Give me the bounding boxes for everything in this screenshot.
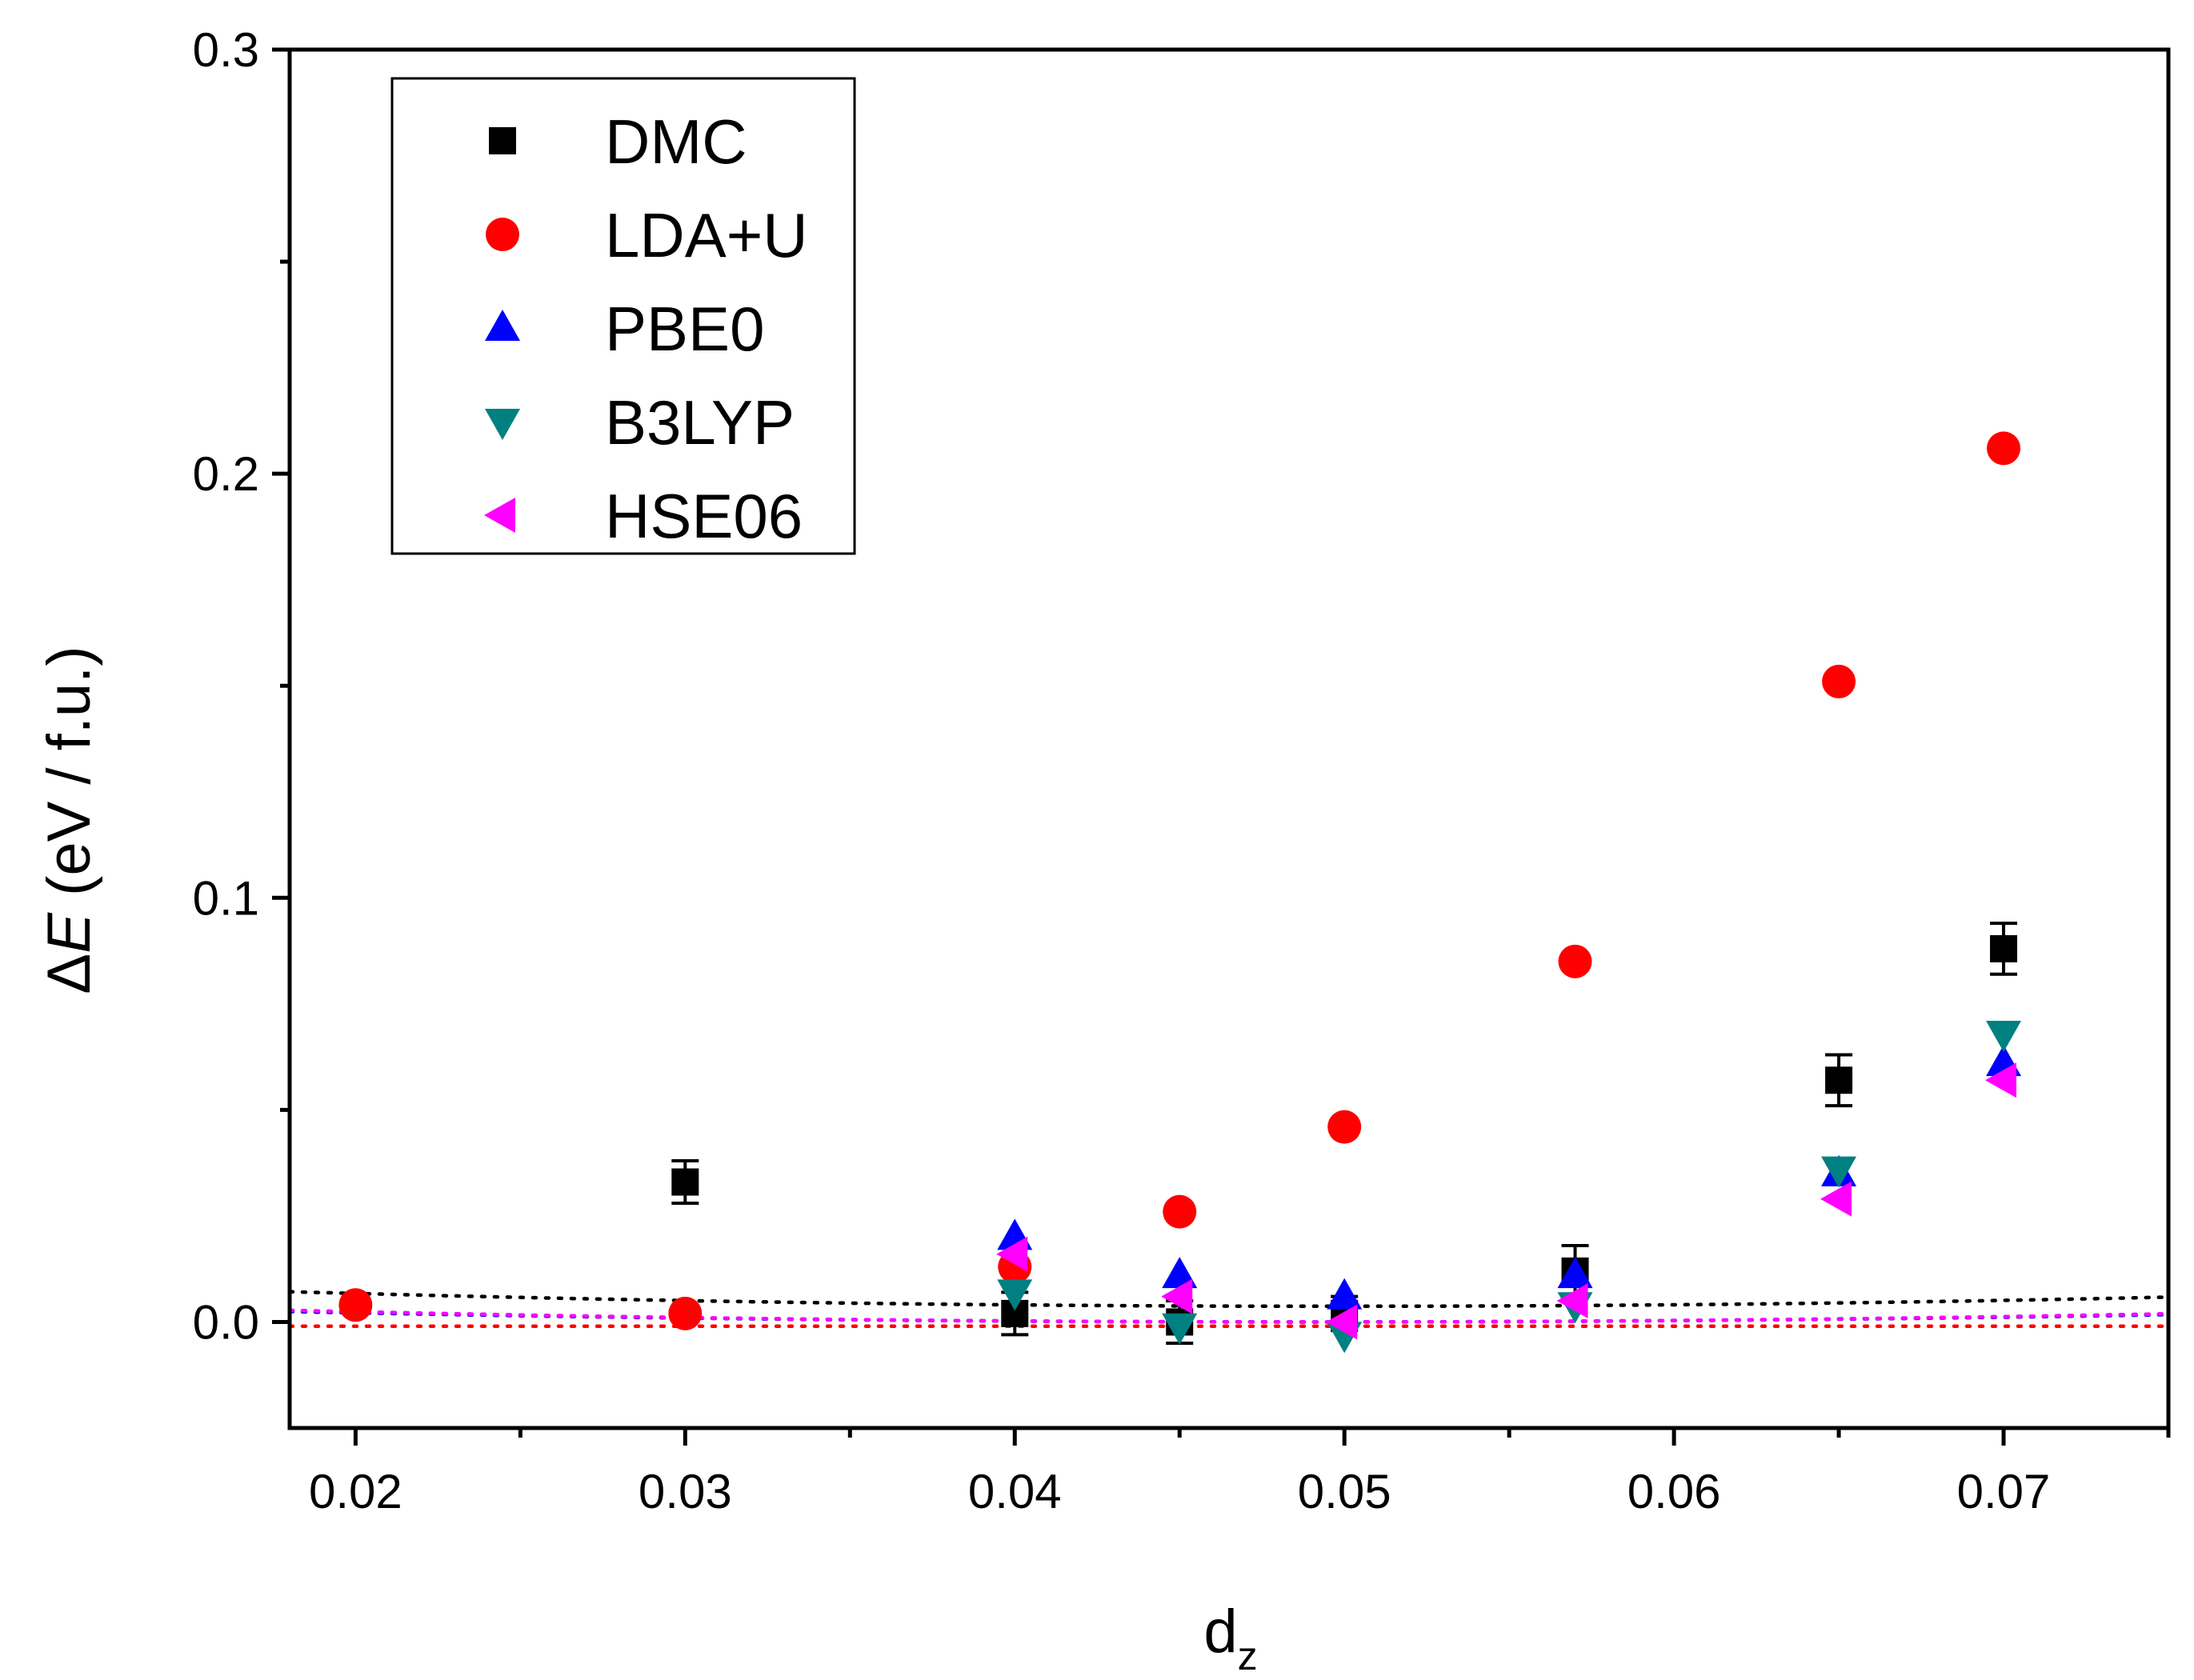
y-axis-title: ΔE (eV / f.u.) xyxy=(35,646,103,994)
data-point-hse06 xyxy=(1985,1062,2017,1098)
axis-ticks xyxy=(272,47,2171,1446)
data-point-lda-u xyxy=(1822,664,1856,698)
data-point-b3lyp xyxy=(997,1279,1033,1311)
legend-marker-hse06 xyxy=(484,498,515,533)
data-point-lda-u xyxy=(668,1296,703,1330)
data-point-lda-u xyxy=(1987,431,2021,466)
legend: DMC LDA+U PBE0 B3LYP HSE06 xyxy=(390,77,856,555)
data-point-hse06 xyxy=(1161,1278,1193,1314)
fit-curves xyxy=(290,1290,2168,1329)
legend-box xyxy=(390,77,856,555)
x-tick-label: 0.04 xyxy=(968,1465,1062,1518)
data-point-b3lyp xyxy=(1986,1020,2022,1052)
data-points xyxy=(338,431,2022,1354)
legend-label-dmc: DMC xyxy=(605,106,747,177)
x-axis-title-sub: z xyxy=(1238,1634,1258,1678)
data-point-lda-u xyxy=(338,1288,373,1322)
legend-marker-b3lyp xyxy=(485,409,520,440)
x-tick-label: 0.06 xyxy=(1627,1465,1721,1518)
data-point-pbe0 xyxy=(1557,1257,1593,1289)
x-tick-labels: 0.02 0.03 0.04 0.05 0.06 0.07 xyxy=(309,1465,2050,1518)
data-point-dmc xyxy=(1990,934,2018,962)
data-point-hse06 xyxy=(1820,1181,1852,1217)
x-axis-title: dz xyxy=(1203,1598,1257,1678)
y-tick-label: 0.2 xyxy=(193,447,259,501)
plot-frame xyxy=(287,47,2171,1430)
x-axis-title-main: d xyxy=(1203,1598,1237,1666)
data-point-b3lyp xyxy=(1821,1156,1857,1188)
x-tick-label: 0.07 xyxy=(1957,1465,2051,1518)
data-point-hse06 xyxy=(1556,1282,1588,1318)
fit-curve-hse06 xyxy=(290,1308,2168,1324)
data-point-pbe0 xyxy=(1327,1278,1363,1310)
data-point-hse06 xyxy=(996,1236,1028,1272)
data-point-dmc xyxy=(1825,1066,1853,1094)
legend-marker-dmc xyxy=(489,127,516,154)
data-point-hse06 xyxy=(1326,1304,1358,1340)
legend-label-hse06: HSE06 xyxy=(605,481,803,551)
x-tick-label: 0.05 xyxy=(1298,1465,1391,1518)
legend-marker-pbe0 xyxy=(485,310,520,341)
fit-curve-dmc xyxy=(290,1290,2168,1309)
data-point-pbe0 xyxy=(1162,1257,1198,1289)
legend-label-b3lyp: B3LYP xyxy=(605,387,795,458)
x-tick-label: 0.02 xyxy=(309,1465,402,1518)
data-point-lda-u xyxy=(1558,944,1592,978)
y-axis-title-e: E xyxy=(35,912,103,954)
x-tick-label: 0.03 xyxy=(639,1465,732,1518)
y-tick-label: 0.1 xyxy=(193,871,259,925)
data-point-b3lyp xyxy=(1162,1313,1198,1345)
y-tick-label: 0.0 xyxy=(193,1295,259,1349)
y-tick-labels: 0.0 0.1 0.2 0.3 xyxy=(193,23,259,1349)
legend-label-lda-u: LDA+U xyxy=(605,200,808,270)
y-axis-title-rest: (eV / f.u.) xyxy=(35,646,103,913)
legend-label-pbe0: PBE0 xyxy=(605,294,764,364)
y-axis-title-delta: Δ xyxy=(35,954,103,994)
data-point-dmc xyxy=(671,1168,699,1196)
data-point-lda-u xyxy=(1327,1110,1362,1144)
legend-marker-lda-u xyxy=(486,218,519,251)
data-point-lda-u xyxy=(1163,1194,1197,1229)
y-tick-label: 0.3 xyxy=(193,23,259,77)
